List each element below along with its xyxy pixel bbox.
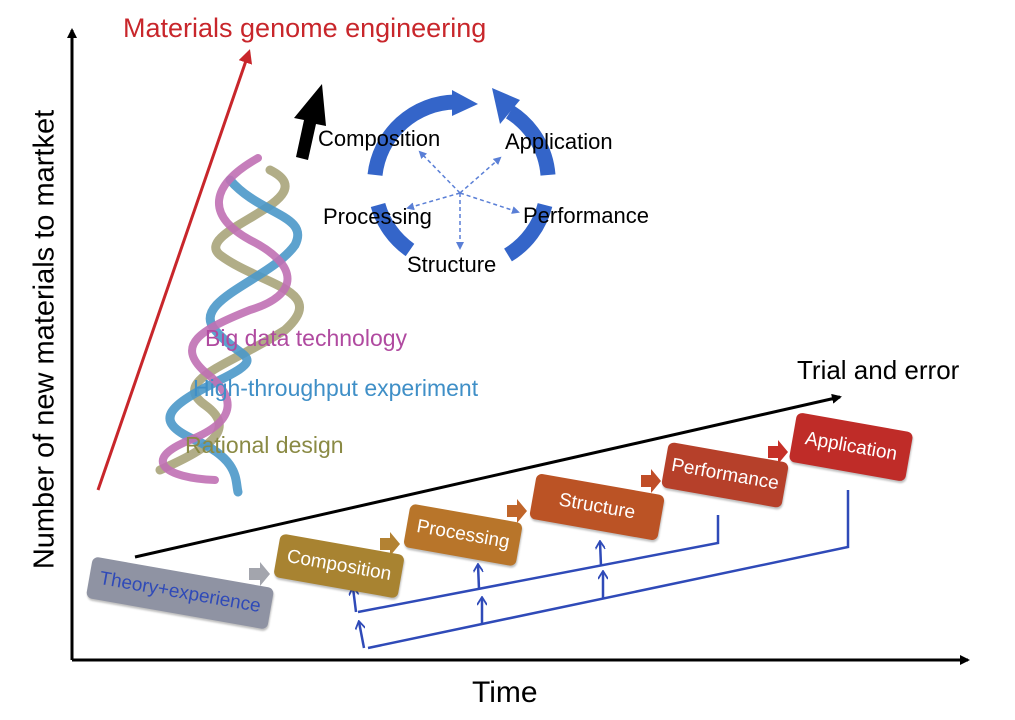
cycle-label-composition: Composition bbox=[318, 126, 441, 151]
feedback-loops bbox=[353, 490, 850, 650]
step-label-application: Application bbox=[803, 428, 899, 465]
cycle-arc-right bbox=[505, 105, 556, 176]
cycle-label-performance: Performance bbox=[523, 203, 649, 228]
cycle-up-arrow bbox=[294, 84, 326, 160]
cycle-label-structure: Structure bbox=[407, 252, 497, 277]
helix-label-big-data: Big data technology bbox=[205, 325, 408, 351]
connector-0 bbox=[249, 562, 270, 586]
dash-to-application bbox=[459, 156, 502, 194]
cycle-arrowhead-top bbox=[452, 90, 478, 116]
connector-2 bbox=[507, 499, 527, 523]
step-connectors bbox=[249, 440, 788, 586]
trial-arrow bbox=[134, 393, 842, 559]
feedback-up-composition-inner bbox=[353, 588, 356, 613]
dash-to-processing bbox=[406, 192, 461, 211]
genome-title: Materials genome engineering bbox=[123, 13, 487, 43]
helix-strand-magenta bbox=[158, 154, 292, 484]
y-axis-label: Number of new materials to martket bbox=[28, 109, 61, 570]
connector-4 bbox=[768, 440, 788, 464]
cycle-dashed-arrows bbox=[406, 150, 520, 250]
connector-3 bbox=[641, 469, 661, 493]
trial-title: Trial and error bbox=[797, 355, 960, 385]
feedback-up-processing-inner bbox=[478, 565, 479, 590]
helix-label-high-throughput: High-throughput experiment bbox=[193, 375, 479, 401]
feedback-up-structure-inner bbox=[600, 542, 601, 567]
cycle-arc-left bbox=[367, 94, 456, 177]
dash-to-performance bbox=[459, 192, 520, 214]
x-axis-label: Time bbox=[472, 676, 538, 709]
step-label-performance: Performance bbox=[669, 454, 781, 495]
step-label-processing: Processing bbox=[414, 516, 512, 554]
cycle-ring bbox=[367, 88, 556, 262]
helix-label-rational-design: Rational design bbox=[185, 432, 344, 458]
step-label-composition: Composition bbox=[285, 545, 393, 586]
cycle-label-application: Application bbox=[505, 129, 613, 154]
step-label-structure: Structure bbox=[557, 489, 637, 524]
dash-to-composition bbox=[418, 150, 461, 194]
genome-arrow bbox=[96, 49, 253, 491]
cycle-label-processing: Processing bbox=[323, 204, 432, 229]
cycle-arc-bottom-left bbox=[370, 202, 415, 257]
cycle-arc-bottom-right bbox=[503, 202, 553, 262]
feedback-loop-outer bbox=[367, 490, 850, 650]
cycle-arrowhead-right bbox=[492, 88, 520, 124]
connector-1 bbox=[380, 532, 400, 556]
feedback-up-composition-outer bbox=[359, 622, 364, 649]
helix-strands bbox=[155, 154, 304, 497]
